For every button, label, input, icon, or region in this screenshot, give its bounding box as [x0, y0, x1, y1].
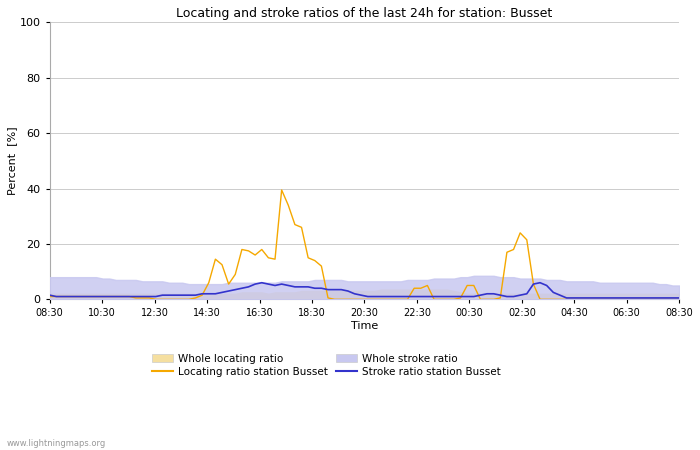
Title: Locating and stroke ratios of the last 24h for station: Busset: Locating and stroke ratios of the last 2… [176, 7, 552, 20]
Text: www.lightningmaps.org: www.lightningmaps.org [7, 439, 106, 448]
X-axis label: Time: Time [351, 321, 378, 331]
Legend: Whole locating ratio, Locating ratio station Busset, Whole stroke ratio, Stroke : Whole locating ratio, Locating ratio sta… [152, 354, 501, 377]
Y-axis label: Percent  [%]: Percent [%] [7, 126, 17, 195]
